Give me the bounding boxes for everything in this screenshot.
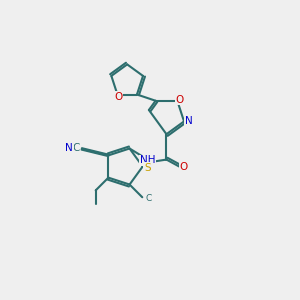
- Text: O: O: [176, 94, 184, 105]
- Text: S: S: [144, 163, 151, 173]
- Text: O: O: [179, 161, 188, 172]
- Text: N: N: [65, 143, 73, 153]
- Text: NH: NH: [140, 155, 155, 165]
- Text: N: N: [185, 116, 193, 126]
- Text: C: C: [72, 143, 80, 154]
- Text: O: O: [114, 92, 123, 102]
- Text: C: C: [146, 194, 152, 203]
